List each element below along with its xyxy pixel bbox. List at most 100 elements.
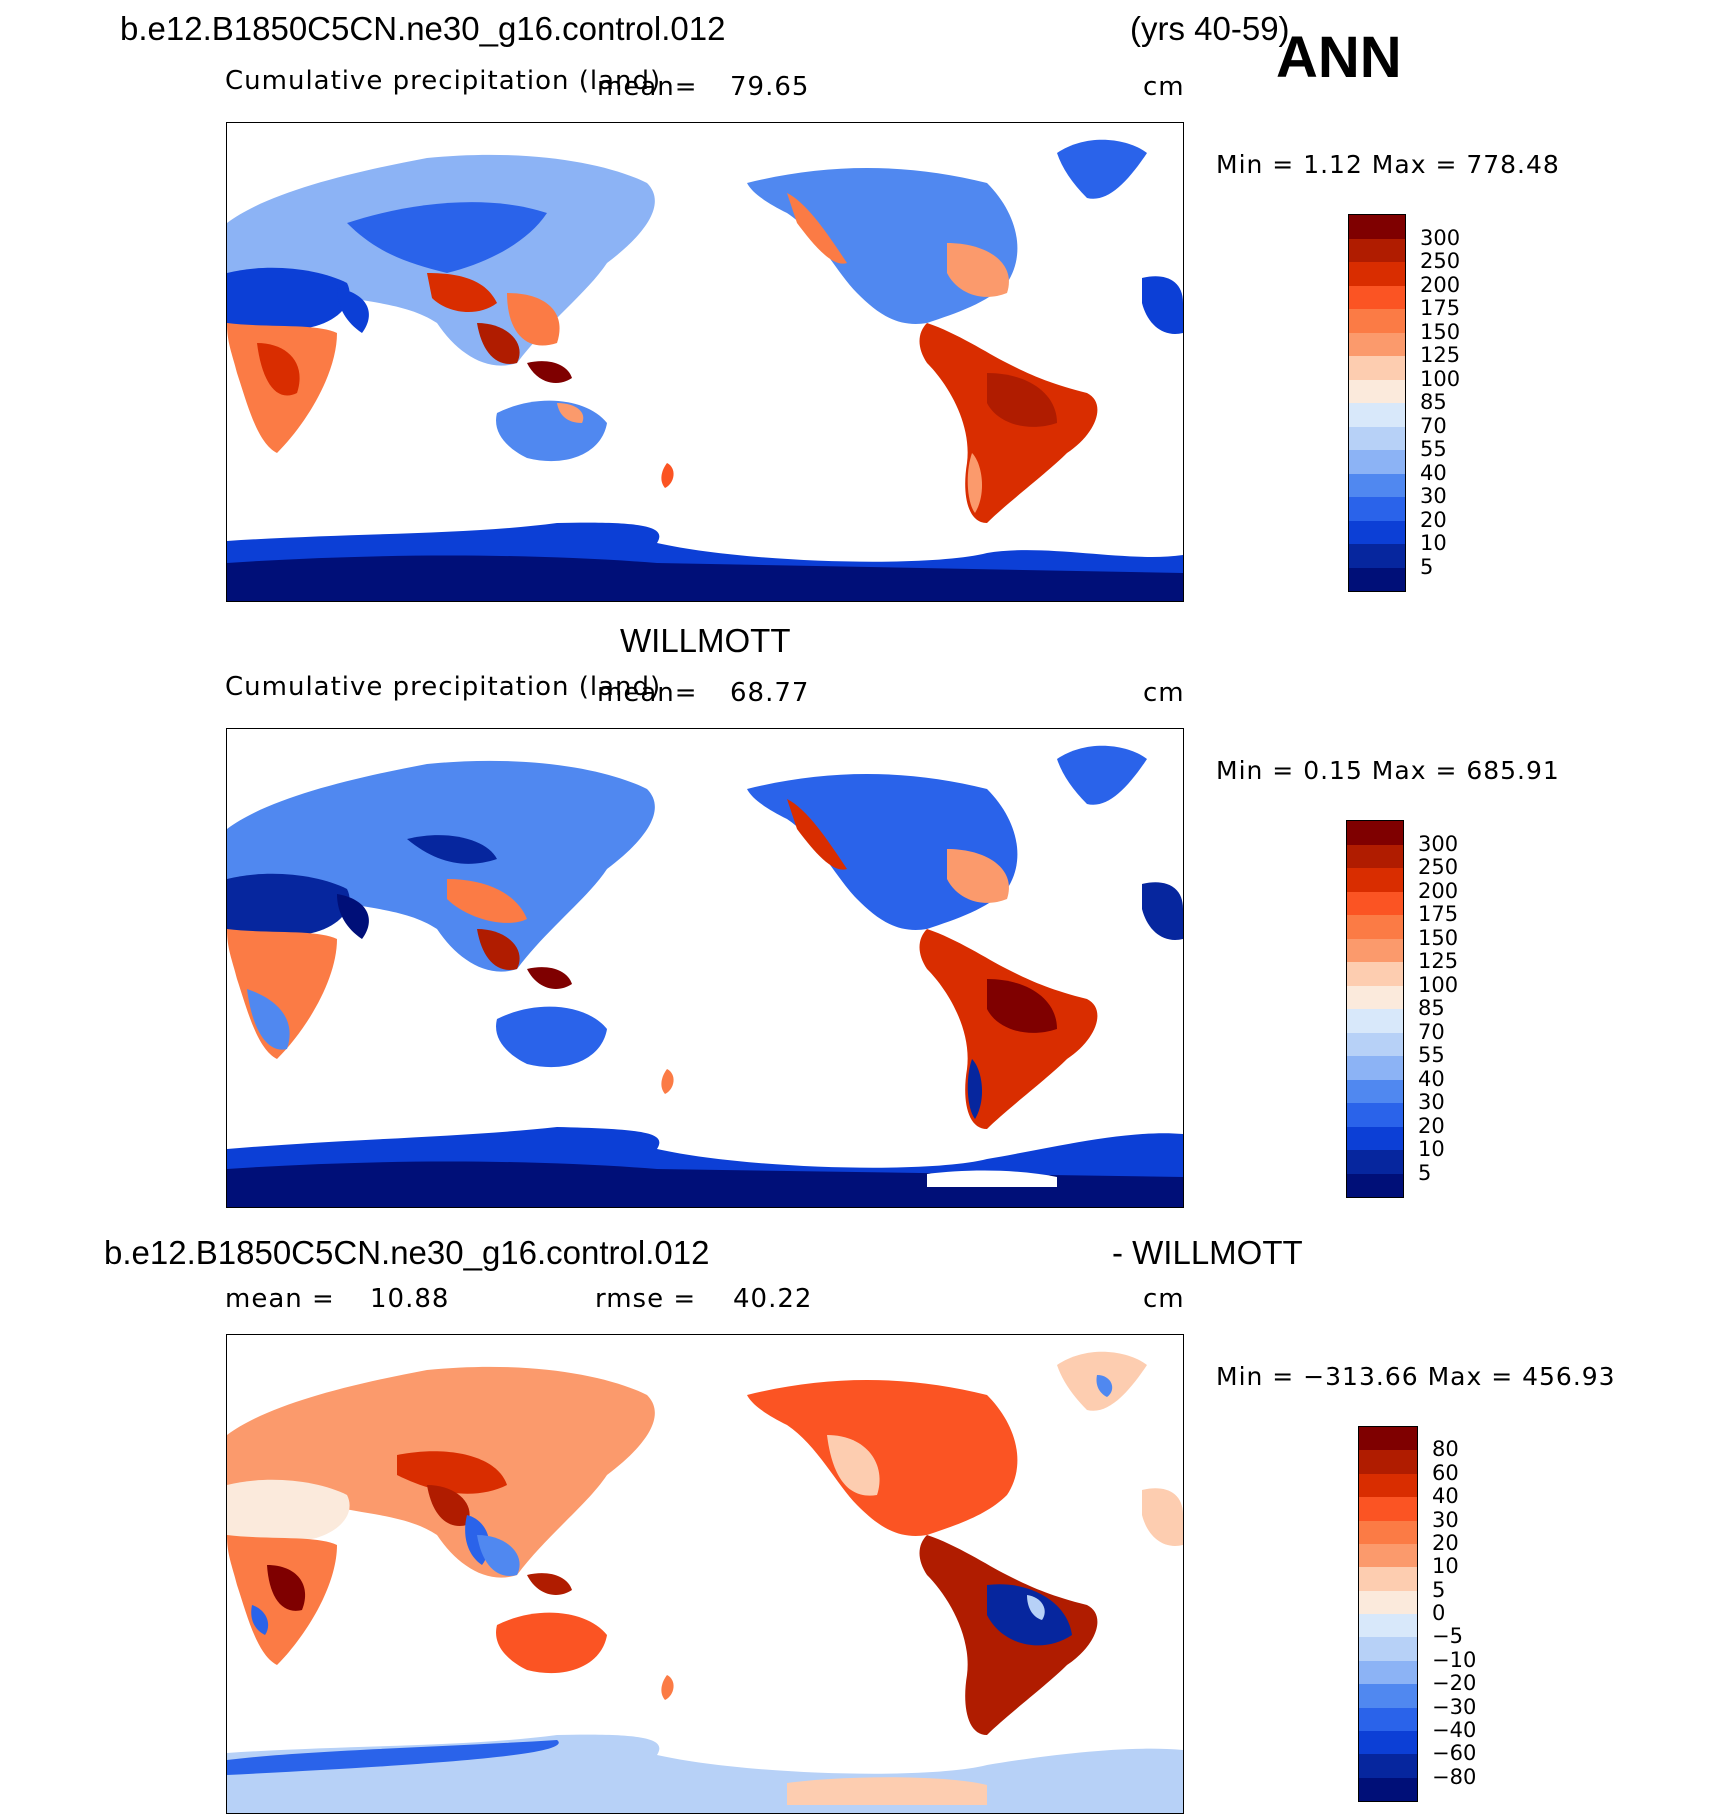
colorbar-tick-label: 40 (1432, 1484, 1459, 1509)
diff-colorbar (1358, 1426, 1418, 1802)
colorbar-tick-label: 300 (1418, 831, 1459, 856)
colorbar-box (1349, 403, 1405, 428)
colorbar-box (1347, 938, 1403, 963)
colorbar-box (1349, 356, 1405, 381)
colorbar-box (1359, 1473, 1417, 1499)
colorbar-tick-label: −5 (1432, 1624, 1463, 1649)
colorbar-box (1347, 962, 1403, 987)
mean-value: 79.65 (730, 72, 810, 102)
colorbar-box (1349, 332, 1405, 357)
colorbar-box (1347, 1173, 1403, 1197)
colorbar-tick-label: 175 (1418, 902, 1459, 926)
colorbar-tick-label: 125 (1418, 949, 1459, 973)
model-precip-map (226, 122, 1184, 602)
diff-precip-map (226, 1334, 1184, 1814)
colorbar-box (1359, 1520, 1417, 1545)
colorbar-box (1347, 1079, 1403, 1104)
colorbar-box (1349, 309, 1405, 334)
mean-label: mean= (597, 678, 698, 708)
colorbar-tick-label: 85 (1418, 996, 1445, 1020)
mean-label: mean= (597, 72, 698, 102)
colorbar-box (1359, 1427, 1417, 1452)
min-max-label: Min = −313.66 Max = 456.93 (1216, 1362, 1616, 1391)
colorbar-tick-label: 10 (1420, 531, 1447, 555)
colorbar-tick-label: 175 (1420, 296, 1461, 320)
colorbar-box (1359, 1497, 1417, 1522)
rmse-value: 40.22 (733, 1284, 813, 1314)
colorbar-box (1347, 1103, 1403, 1128)
colorbar-box (1359, 1777, 1417, 1801)
colorbar-box (1349, 426, 1405, 451)
colorbar-box (1347, 868, 1403, 893)
colorbar-box (1359, 1614, 1417, 1639)
colorbar-tick-label: 30 (1418, 1090, 1445, 1114)
colorbar-box (1347, 891, 1403, 916)
colorbar-tick-label: 0 (1432, 1601, 1446, 1625)
colorbar-tick-label: 5 (1432, 1577, 1446, 1602)
diff-title-left: b.e12.B1850C5CN.ne30_g16.control.012 (104, 1234, 710, 1271)
colorbar-box (1359, 1543, 1417, 1569)
colorbar-box (1349, 285, 1405, 310)
colorbar-tick-label: 5 (1420, 554, 1434, 579)
colorbar-tick-label: 100 (1418, 972, 1459, 997)
colorbar-tick-label: 150 (1418, 925, 1459, 950)
colorbar-tick-label: 200 (1418, 878, 1459, 903)
model-colorbar (1348, 214, 1406, 592)
units-label: cm (1143, 1284, 1185, 1314)
colorbar-box (1347, 1056, 1403, 1081)
case-name-header: b.e12.B1850C5CN.ne30_g16.control.012 (120, 10, 726, 47)
colorbar-tick-label: 70 (1420, 413, 1447, 438)
colorbar-tick-label: 40 (1418, 1066, 1445, 1091)
colorbar-box (1347, 1009, 1403, 1034)
colorbar-box (1349, 215, 1405, 240)
obs-precip-map (226, 728, 1184, 1208)
colorbar-box (1349, 262, 1405, 287)
colorbar-tick-label: 70 (1418, 1019, 1445, 1044)
colorbar-box (1347, 1150, 1403, 1175)
colorbar-box (1347, 821, 1403, 846)
colorbar-tick-label: 10 (1418, 1137, 1445, 1161)
map-plot (227, 729, 1183, 1207)
colorbar-box (1347, 985, 1403, 1010)
colorbar-tick-label: 200 (1420, 272, 1461, 297)
season-label: ANN (1276, 25, 1402, 90)
obs-colorbar (1346, 820, 1404, 1198)
map-plot (227, 123, 1183, 601)
colorbar-box (1349, 238, 1405, 263)
colorbar-tick-label: 20 (1432, 1530, 1459, 1555)
units-label: cm (1143, 72, 1185, 102)
colorbar-box (1359, 1450, 1417, 1475)
rmse-label: rmse = (595, 1284, 697, 1314)
colorbar-tick-label: 20 (1418, 1113, 1445, 1138)
colorbar-box (1359, 1730, 1417, 1756)
panel-title-obs: WILLMOTT (620, 622, 791, 659)
colorbar-tick-label: 300 (1420, 225, 1461, 250)
colorbar-box (1347, 844, 1403, 869)
colorbar-box (1347, 1032, 1403, 1057)
colorbar-box (1359, 1754, 1417, 1779)
colorbar-box (1349, 520, 1405, 545)
colorbar-box (1349, 567, 1405, 591)
min-max-label: Min = 0.15 Max = 685.91 (1216, 756, 1560, 785)
colorbar-tick-label: −20 (1432, 1671, 1477, 1696)
variable-label: Cumulative precipitation (land) (225, 66, 662, 96)
units-label: cm (1143, 678, 1185, 708)
colorbar-box (1349, 473, 1405, 498)
colorbar-tick-label: 60 (1432, 1460, 1459, 1485)
colorbar-tick-label: −30 (1432, 1694, 1477, 1719)
mean-value: 68.77 (730, 678, 810, 708)
colorbar-box (1347, 915, 1403, 940)
colorbar-tick-label: 125 (1420, 343, 1461, 367)
colorbar-tick-label: 30 (1432, 1507, 1459, 1532)
years-header: (yrs 40-59) (1130, 10, 1290, 47)
mean-label: mean = (225, 1284, 335, 1314)
colorbar-tick-label: 55 (1418, 1043, 1445, 1067)
colorbar-tick-label: 40 (1420, 460, 1447, 485)
diff-title-right: - WILLMOTT (1112, 1234, 1303, 1271)
colorbar-tick-label: 20 (1420, 507, 1447, 532)
colorbar-box (1347, 1126, 1403, 1151)
colorbar-tick-label: −60 (1432, 1741, 1477, 1766)
colorbar-tick-label: 55 (1420, 437, 1447, 461)
colorbar-tick-label: 85 (1420, 390, 1447, 414)
colorbar-tick-label: 80 (1432, 1437, 1459, 1462)
